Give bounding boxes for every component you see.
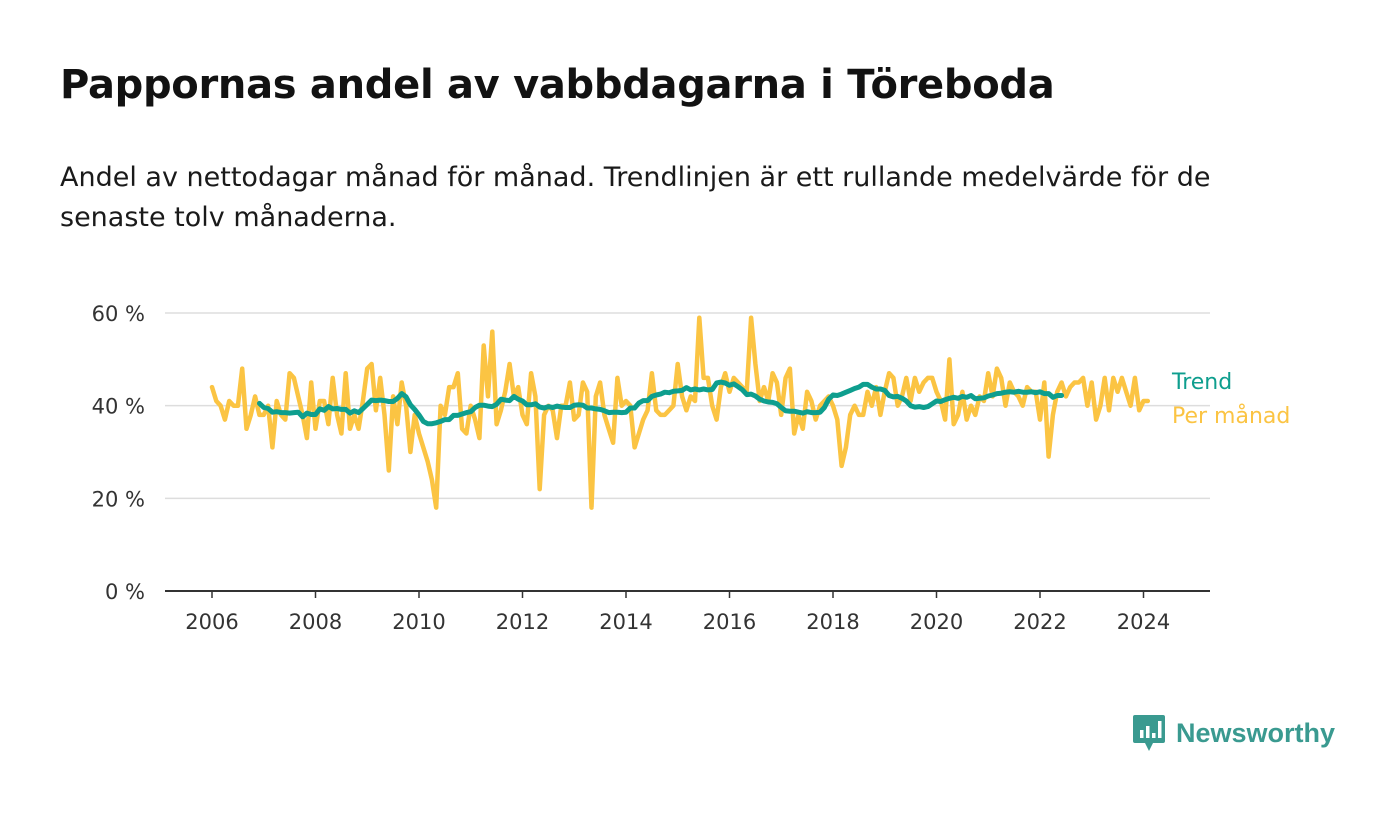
newsworthy-brand: Newsworthy [1132, 712, 1335, 754]
x-tick-label: 2012 [496, 610, 549, 634]
chart-subtitle: Andel av nettodagar månad för månad. Tre… [60, 162, 1211, 233]
y-tick-label: 0 % [105, 580, 145, 604]
x-tick-label: 2018 [806, 610, 859, 634]
y-tick-label: 60 % [92, 302, 145, 326]
x-tick-label: 2014 [599, 610, 652, 634]
legend: Trend Per månad [1171, 370, 1290, 429]
legend-label-trend: Trend [1171, 370, 1232, 395]
x-tick-label: 2006 [185, 610, 238, 634]
y-tick-label: 20 % [92, 487, 145, 511]
brand-name: Newsworthy [1176, 717, 1336, 748]
monthly-series-line [209, 315, 1151, 510]
grid-lines [165, 312, 1210, 592]
x-tick-label: 2008 [289, 610, 342, 634]
x-tick-label: 2022 [1013, 610, 1066, 634]
y-tick-label: 40 % [92, 395, 145, 419]
legend-label-monthly: Per månad [1172, 403, 1290, 429]
y-axis-ticks: 0 % 20 % 40 % 60 % [92, 302, 145, 604]
chart-title: Pappornas andel av vabbdagarna i Törebod… [60, 62, 1055, 108]
series-lines [209, 315, 1151, 510]
x-tick-label: 2016 [703, 610, 756, 634]
x-tick-label: 2024 [1117, 610, 1170, 634]
x-tick-label: 2020 [910, 610, 963, 634]
x-tick-label: 2010 [392, 610, 445, 634]
newsworthy-logo-icon [1133, 715, 1165, 751]
trend-series-line [257, 379, 1065, 427]
x-axis-ticks: 2006 2008 2010 2012 2014 2016 2018 2020 2022 2024 [185, 591, 1170, 634]
